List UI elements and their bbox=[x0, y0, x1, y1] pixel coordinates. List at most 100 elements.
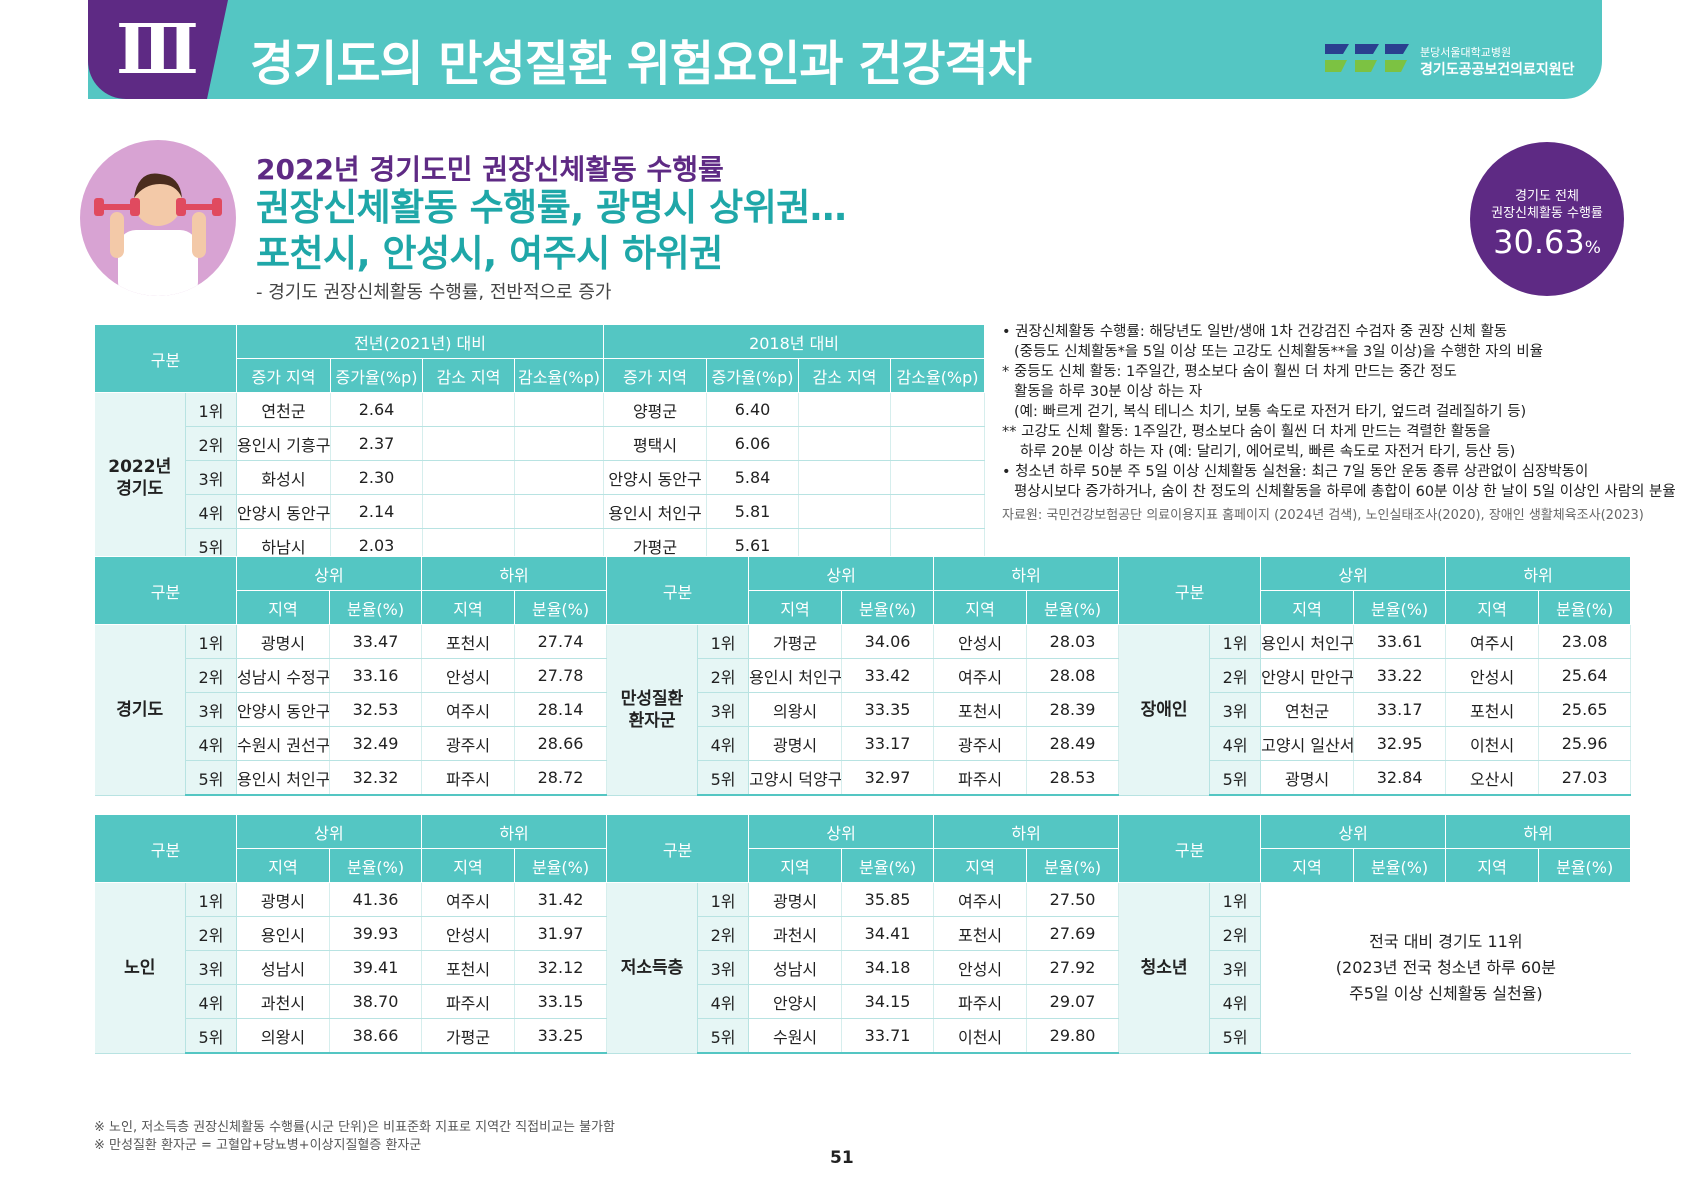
rank-cell: 5위 bbox=[697, 760, 750, 796]
note-line: 평상시보다 증가하거나, 숨이 찬 정도의 신체활동을 하루에 총합이 60분 … bbox=[1014, 484, 1676, 500]
top-region-cell: 수원시 bbox=[748, 1018, 843, 1054]
rank-cell: 4위 bbox=[1209, 726, 1262, 761]
rank-cell: 1위 bbox=[1209, 624, 1262, 659]
rank-cell: 1위 bbox=[697, 882, 750, 917]
data-cell bbox=[890, 460, 986, 495]
bottom-header: 하위 bbox=[421, 814, 608, 849]
bottom-region-cell: 포천시 bbox=[421, 624, 516, 659]
top-header: 상위 bbox=[748, 556, 935, 591]
top-region-cell: 성남시 bbox=[236, 950, 331, 985]
section-numeral: Ⅲ bbox=[116, 10, 199, 90]
sub-header: 감소율(%p) bbox=[514, 358, 605, 393]
bottom-region-cell: 포천시 bbox=[421, 950, 516, 985]
rate-header: 분율(%) bbox=[329, 848, 423, 883]
data-cell bbox=[422, 392, 516, 427]
data-cell bbox=[798, 426, 892, 461]
rank-cell: 2위 bbox=[185, 658, 238, 693]
group-header: 구분 bbox=[93, 814, 238, 883]
region-header: 지역 bbox=[236, 590, 331, 625]
top-region-cell: 수원시 권선구 bbox=[236, 726, 331, 761]
prev-year-header: 전년(2021년) 대비 bbox=[236, 324, 605, 359]
data-cell: 5.81 bbox=[706, 494, 800, 529]
top-region-cell: 용인시 처인구 bbox=[748, 658, 843, 693]
rank-cell: 5위 bbox=[1209, 1018, 1262, 1054]
rank-cell: 2위 bbox=[185, 916, 238, 951]
top-region-cell: 연천군 bbox=[1260, 692, 1355, 727]
table-row: 2위 용인시 39.93 안성시 31.97 2위 과천시 34.41 포천시 27.69 2위 bbox=[95, 916, 1631, 951]
group-header: 구분 bbox=[93, 556, 238, 625]
top-region-cell: 광명시 bbox=[1260, 760, 1355, 796]
rate-header: 분율(%) bbox=[841, 848, 935, 883]
data-cell: 2.37 bbox=[330, 426, 424, 461]
top-rate-cell: 32.32 bbox=[329, 760, 423, 796]
bottom-header: 하위 bbox=[933, 814, 1120, 849]
sub-header: 증가율(%p) bbox=[706, 358, 800, 393]
rate-header: 분율(%) bbox=[1026, 848, 1120, 883]
group-header: 구분 bbox=[606, 556, 750, 625]
group-label: 만성질환 환자군 bbox=[606, 624, 699, 796]
sub-header: 증가 지역 bbox=[236, 358, 332, 393]
youth-note-line: 주5일 이상 신체활동 실천율) bbox=[1349, 983, 1543, 1003]
table-row: 경기도 1위 광명시 33.47 포천시 27.74 만성질환 환자군 1위 가평군 34.06 안성… bbox=[94, 624, 1632, 796]
rate-header: 분율(%) bbox=[1353, 590, 1447, 625]
data-cell: 용인시 처인구 bbox=[603, 494, 708, 529]
rank-cell: 3위 bbox=[1209, 950, 1262, 985]
bottom-region-cell: 광주시 bbox=[933, 726, 1028, 761]
rank-cell: 4위 bbox=[697, 726, 750, 761]
rank-cell: 1위 bbox=[185, 392, 238, 427]
rate-header: 분율(%) bbox=[1353, 848, 1447, 883]
subheadline: - 경기도 권장신체활동 수행률, 전반적으로 증가 bbox=[256, 282, 612, 303]
top-rate-cell: 33.22 bbox=[1353, 658, 1447, 693]
bottom-rate-cell: 28.49 bbox=[1026, 726, 1120, 761]
bottom-region-cell: 포천시 bbox=[1445, 692, 1540, 727]
region-header: 지역 bbox=[421, 590, 516, 625]
data-cell: 2.64 bbox=[330, 392, 424, 427]
top-region-cell: 용인시 bbox=[236, 916, 331, 951]
data-cell bbox=[890, 392, 986, 427]
top-region-cell: 안양시 bbox=[748, 984, 843, 1019]
data-cell bbox=[514, 392, 605, 427]
top-region-cell: 과천시 bbox=[236, 984, 331, 1019]
rank-table-2: 구분 상위 하위 구분 상위 하위 구분 상위 하위 지역 분율(%) 지역 분율(%) 지역 분율(%) 지… bbox=[93, 814, 1632, 1054]
bottom-region-cell: 가평군 bbox=[421, 1018, 516, 1054]
bottom-rate-cell: 33.25 bbox=[514, 1018, 608, 1054]
top-region-cell: 고양시 덕양구 bbox=[748, 760, 843, 796]
data-cell: 안양시 동안구 bbox=[603, 460, 708, 495]
data-cell bbox=[514, 494, 605, 529]
data-cell: 6.06 bbox=[706, 426, 800, 461]
bottom-rate-cell: 27.50 bbox=[1026, 882, 1120, 917]
data-cell: 연천군 bbox=[236, 392, 332, 427]
sub-header: 감소 지역 bbox=[422, 358, 516, 393]
bottom-region-cell: 이천시 bbox=[1445, 726, 1540, 761]
bottom-region-cell: 여주시 bbox=[1445, 624, 1540, 659]
rank-table-1: 구분 상위 하위 구분 상위 하위 구분 상위 하위 지역 분율(%) 지역 분율(%) 지역 분율(%) 지… bbox=[93, 556, 1632, 796]
data-source: 자료원: 국민건강보험공단 의료이용지표 홈페이지 (2024년 검색), 노인… bbox=[1002, 508, 1644, 523]
footnote: ※ 노인, 저소득층 권장신체활동 수행률(시군 단위)은 비표준화 지표로 지… bbox=[94, 1120, 615, 1135]
page-number: 51 bbox=[830, 1148, 854, 1168]
top-region-cell: 가평군 bbox=[748, 624, 843, 659]
top-rate-cell: 34.15 bbox=[841, 984, 935, 1019]
table-row: 2위 성남시 수정구 33.16 안성시 27.78 2위 용인시 처인구 33.42 여주시 2… bbox=[95, 658, 1632, 693]
top-region-cell: 광명시 bbox=[236, 882, 331, 917]
section-numeral-tab: Ⅲ bbox=[88, 0, 228, 99]
bottom-region-cell: 광주시 bbox=[421, 726, 516, 761]
rate-header: 분율(%) bbox=[1538, 848, 1632, 883]
top-region-cell: 성남시 수정구 bbox=[236, 658, 331, 693]
data-cell: 6.40 bbox=[706, 392, 800, 427]
rank-cell: 3위 bbox=[185, 460, 238, 495]
group-label: 저소득층 bbox=[606, 882, 699, 1054]
rank-cell: 5위 bbox=[185, 1018, 238, 1054]
rank-cell: 2위 bbox=[697, 658, 750, 693]
group-header: 구분 bbox=[93, 324, 238, 393]
top-header: 상위 bbox=[1260, 556, 1447, 591]
bottom-region-cell: 포천시 bbox=[933, 916, 1028, 951]
region-header: 지역 bbox=[236, 848, 331, 883]
table-row: 4위 수원시 권선구 32.49 광주시 28.66 4위 광명시 33.17 광주시 28.49… bbox=[95, 726, 1632, 761]
data-cell bbox=[890, 494, 986, 529]
data-cell: 안양시 동안구 bbox=[236, 494, 332, 529]
table-row: 4위 안양시 동안구 2.14 용인시 처인구 5.81 bbox=[95, 494, 986, 529]
rank-cell: 1위 bbox=[1209, 882, 1262, 917]
badge-value: 30.63% bbox=[1470, 224, 1624, 266]
bottom-rate-cell: 27.74 bbox=[514, 624, 608, 659]
data-cell bbox=[890, 426, 986, 461]
